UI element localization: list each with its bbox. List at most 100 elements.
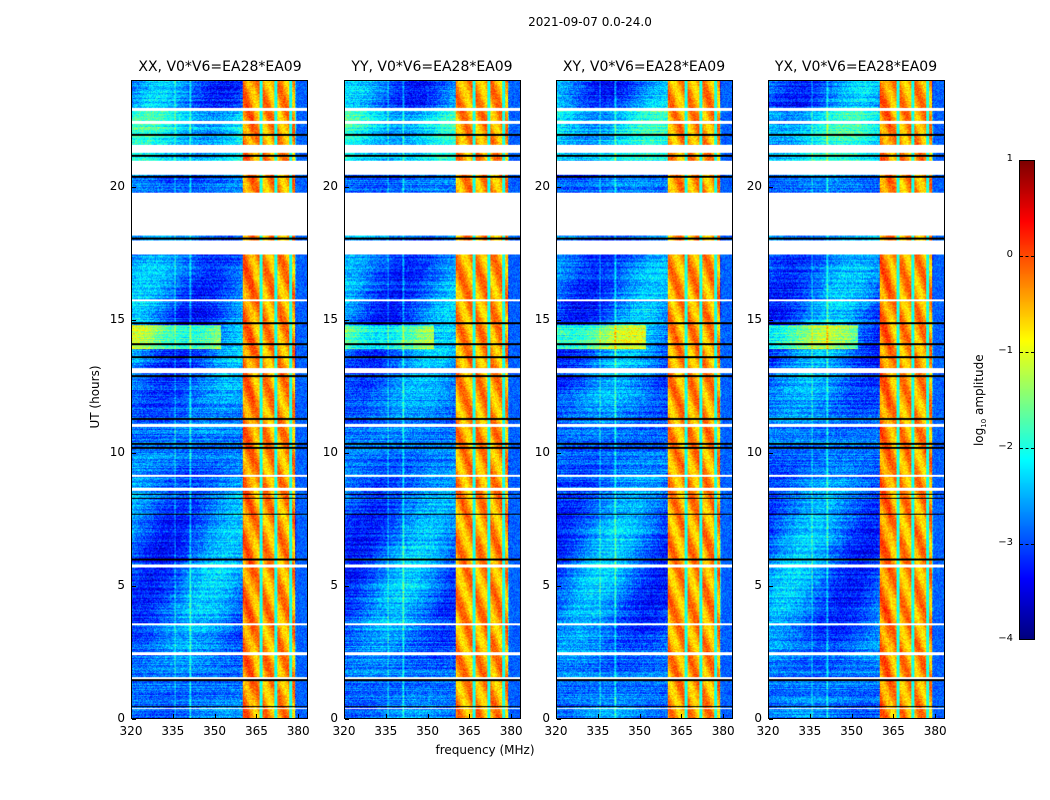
x-tick-mark (597, 714, 599, 718)
x-tick-mark (851, 714, 853, 718)
x-tick-mark (511, 714, 513, 718)
y-tick-mark (345, 319, 349, 321)
colorbar-tick-label: −4 (998, 633, 1013, 644)
x-tick-mark (893, 714, 895, 718)
x-tick-mark (469, 714, 471, 718)
panel-title-xx: XX, V0*V6=EA28*EA09 (138, 59, 302, 75)
panel-title-xy: XY, V0*V6=EA28*EA09 (562, 59, 726, 75)
y-tick-mark (345, 186, 349, 188)
y-tick-mark (769, 585, 773, 587)
panel-title-yx: YX, V0*V6=EA28*EA09 (774, 59, 938, 75)
spectrogram-yx (769, 81, 944, 718)
y-tick-label: 20 (534, 178, 550, 193)
x-tick-mark (556, 714, 557, 718)
y-tick-mark (769, 452, 773, 454)
y-tick-label: 15 (109, 311, 125, 326)
y-tick-mark (132, 452, 136, 454)
y-tick-label: 0 (330, 711, 338, 725)
x-tick-mark (427, 714, 429, 718)
figure-suptitle: 2021-09-07 0.0-24.0 (528, 15, 652, 29)
colorbar-label: log10 amplitude (972, 345, 988, 455)
spectrogram-xx (132, 81, 307, 718)
x-tick-mark (256, 714, 258, 718)
y-tick-mark (769, 319, 773, 321)
x-tick-mark (172, 714, 174, 718)
y-tick-label: 20 (322, 178, 338, 193)
spectrogram-panel-yx (768, 80, 945, 719)
y-tick-label: 15 (534, 311, 550, 326)
colorbar-gradient (1020, 161, 1034, 639)
y-tick-label: 15 (746, 311, 762, 326)
y-tick-mark (769, 719, 773, 720)
x-tick-mark (385, 714, 387, 718)
x-tick-label: 320 (332, 724, 356, 738)
y-tick-label: 10 (322, 444, 338, 459)
x-tick-mark (768, 714, 769, 718)
x-tick-mark (639, 714, 641, 718)
y-tick-label: 20 (746, 178, 762, 193)
x-axis-label: frequency (MHz) (435, 743, 535, 757)
x-tick-mark (344, 714, 345, 718)
colorbar-tick-mark (1020, 448, 1034, 449)
x-tick-label: 365 (881, 724, 905, 738)
y-tick-mark (132, 585, 136, 587)
y-tick-label: 5 (330, 577, 338, 592)
colorbar-label-suffix: amplitude (971, 354, 986, 419)
y-tick-label: 0 (542, 711, 550, 725)
x-tick-mark (809, 714, 811, 718)
x-tick-label: 335 (798, 724, 822, 738)
x-tick-mark (681, 714, 683, 718)
x-tick-mark (723, 714, 725, 718)
y-tick-label: 5 (542, 577, 550, 592)
y-tick-label: 10 (109, 444, 125, 459)
spectrogram-xy (557, 81, 732, 718)
y-tick-mark (557, 452, 561, 454)
y-tick-label: 5 (117, 577, 125, 592)
x-tick-label: 350 (203, 724, 227, 738)
colorbar-tick-label: −3 (998, 537, 1013, 548)
y-tick-label: 0 (117, 711, 125, 725)
x-tick-label: 335 (586, 724, 610, 738)
y-tick-mark (132, 186, 136, 188)
x-tick-label: 380 (923, 724, 947, 738)
colorbar-tick-label: −2 (998, 441, 1013, 452)
x-tick-label: 365 (244, 724, 268, 738)
x-tick-label: 365 (457, 724, 481, 738)
spectrogram-yy (345, 81, 520, 718)
x-tick-mark (935, 714, 937, 718)
colorbar-tick-label: 1 (1006, 153, 1013, 164)
spectrogram-panel-yy (344, 80, 521, 719)
x-tick-label: 350 (840, 724, 864, 738)
y-tick-mark (769, 186, 773, 188)
y-tick-mark (132, 719, 136, 720)
x-tick-mark (298, 714, 300, 718)
x-tick-label: 350 (416, 724, 440, 738)
y-axis-label: UT (hours) (88, 365, 102, 429)
y-tick-mark (557, 186, 561, 188)
y-tick-mark (557, 719, 561, 720)
colorbar-tick-mark (1020, 256, 1034, 257)
y-tick-mark (557, 585, 561, 587)
y-tick-label: 20 (109, 178, 125, 193)
colorbar-tick-label: 0 (1006, 249, 1013, 260)
x-tick-label: 320 (756, 724, 780, 738)
x-tick-label: 335 (374, 724, 398, 738)
colorbar-label-sub: 10 (980, 418, 989, 428)
x-tick-mark (214, 714, 216, 718)
x-tick-label: 380 (499, 724, 523, 738)
x-tick-label: 380 (711, 724, 735, 738)
x-tick-label: 380 (286, 724, 310, 738)
panel-title-yy: YY, V0*V6=EA28*EA09 (351, 59, 513, 75)
y-tick-mark (345, 452, 349, 454)
y-tick-mark (345, 719, 349, 720)
x-tick-label: 365 (669, 724, 693, 738)
colorbar-tick-label: −1 (998, 345, 1013, 356)
x-tick-label: 320 (544, 724, 568, 738)
colorbar (1019, 160, 1035, 640)
spectrogram-panel-xy (556, 80, 733, 719)
spectrogram-panel-xx (131, 80, 308, 719)
colorbar-tick-mark (1020, 352, 1034, 353)
x-tick-mark (131, 714, 132, 718)
y-tick-mark (345, 585, 349, 587)
x-tick-label: 350 (628, 724, 652, 738)
